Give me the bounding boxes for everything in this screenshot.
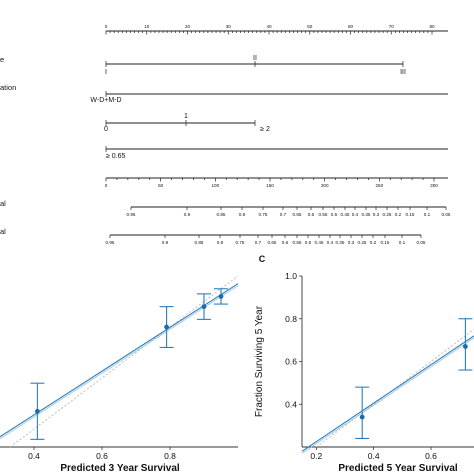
- x-tick-label: 0.4: [28, 451, 40, 461]
- survival-5-year-tick-label: 0.9: [162, 240, 169, 245]
- calibration-fit-line: [301, 335, 474, 452]
- y-tick-label: 0.8: [285, 314, 297, 324]
- survival-3-year-tick-label: 0.6: [308, 212, 315, 217]
- survival-5-year-tick-label: 0.1: [399, 240, 406, 245]
- survival-3-year-tick-label: 0.15: [406, 212, 415, 217]
- survival-3-year-tick-label: 0.65: [293, 212, 302, 217]
- survival-5-year-label: al: [0, 227, 6, 236]
- total-tick-label: 100: [211, 183, 219, 188]
- survival-5-year-tick-label: 0.55: [293, 240, 302, 245]
- calibration-plot-5-year: 0.4 0.6 0.8 1.0 Fraction Surviving 5 Year 0.2…: [254, 271, 474, 474]
- ratio-level-label: ≥ 0.65: [106, 153, 126, 160]
- ideal-reference-line: [316, 329, 474, 448]
- x-tick-label: 0.6: [425, 451, 437, 461]
- calibration-fit-line-secondary: [301, 337, 474, 454]
- x-tick-label: 0.8: [164, 451, 176, 461]
- survival-3-year-tick-label: 0.45: [341, 212, 350, 217]
- count-level-label: ≥ 2: [260, 126, 270, 133]
- panel-letter-c: C: [259, 254, 266, 264]
- nomogram-panel: 0 10 20 30 40 50 60 70 80eIIIIIIationW-D+M-D01≥ …: [0, 24, 451, 245]
- points-tick-label: 40: [266, 24, 272, 29]
- survival-3-year-tick-label: 0.3: [373, 212, 380, 217]
- survival-5-year-tick-label: 0.8: [217, 240, 224, 245]
- points-tick-label: 10: [144, 24, 150, 29]
- survival-3-year-label: al: [0, 199, 6, 208]
- points-tick-label: 60: [348, 24, 354, 29]
- survival-3-year-tick-label: 0.25: [383, 212, 392, 217]
- count-level-label: 0: [104, 126, 108, 133]
- calibration-point: [218, 294, 224, 299]
- survival-3-year-tick-label: 0.75: [259, 212, 268, 217]
- survival-5-year-tick-label: 0.2: [370, 240, 377, 245]
- total-tick-label: 300: [430, 183, 438, 188]
- points-tick-label: 30: [226, 24, 232, 29]
- survival-5-year-tick-label: 0.05: [417, 240, 426, 245]
- survival-3-year-tick-label: 0.35: [362, 212, 371, 217]
- survival-5-year-tick-label: 0.75: [236, 240, 245, 245]
- row-label-stage: e: [0, 55, 4, 64]
- x-tick-label: 0.6: [96, 451, 108, 461]
- points-tick-label: 50: [307, 24, 313, 29]
- survival-5-year-tick-label: 0.6: [282, 240, 289, 245]
- survival-5-year-tick-label: 0.65: [268, 240, 277, 245]
- count-level-label: 1: [184, 113, 188, 120]
- survival-3-year-tick-label: 0.1: [424, 212, 431, 217]
- survival-5-year-tick-label: 0.3: [348, 240, 355, 245]
- survival-3-year-tick-label: 0.85: [217, 212, 226, 217]
- survival-3-year-tick-label: 0.55: [319, 212, 328, 217]
- calibration-point: [35, 408, 40, 414]
- x-tick-label: 0.4: [368, 451, 380, 461]
- stage-level-label: I: [105, 69, 107, 76]
- x-axis-title: Predicted 3 Year Survival: [60, 463, 180, 474]
- calibration-fit-line-secondary: [0, 285, 239, 440]
- survival-3-year-tick-label: 0.8: [239, 212, 246, 217]
- survival-5-year-tick-label: 0.4: [327, 240, 334, 245]
- calibration-plot-3-year: 0.4 0.6 0.8 Predicted 3 Year Survival: [0, 275, 239, 474]
- survival-5-year-tick-label: 0.25: [358, 240, 367, 245]
- survival-3-year-tick-label: 0.9: [184, 212, 191, 217]
- calibration-point: [463, 344, 468, 349]
- total-tick-label: 0: [105, 183, 108, 188]
- survival-5-year-tick-label: 0.5: [305, 240, 312, 245]
- calibration-point: [201, 304, 207, 310]
- survival-5-year-tick-label: 0.7: [255, 240, 262, 245]
- total-tick-label: 250: [375, 183, 383, 188]
- stage-level-label: III: [400, 69, 406, 76]
- ideal-reference-line: [9, 275, 239, 448]
- differentiation-level-label: W-D+M-D: [90, 97, 121, 104]
- row-label-differentiation: ation: [0, 83, 16, 92]
- x-axis-title: Predicted 5 Year Survival: [338, 463, 458, 474]
- y-axis-title: Fraction Surviving 5 Year: [254, 305, 265, 417]
- points-tick-label: 0: [105, 24, 108, 29]
- total-tick-label: 200: [321, 183, 329, 188]
- survival-3-year-tick-label: 0.5: [331, 212, 338, 217]
- points-tick-label: 20: [185, 24, 191, 29]
- survival-5-year-tick-label: 0.85: [195, 240, 204, 245]
- survival-5-year-tick-label: 0.45: [315, 240, 324, 245]
- survival-3-year-tick-label: 0.95: [127, 212, 136, 217]
- points-tick-label: 70: [389, 24, 395, 29]
- y-tick-label: 1.0: [285, 271, 297, 281]
- survival-5-year-tick-label: 0.35: [336, 240, 345, 245]
- y-tick-label: 0.6: [285, 357, 297, 367]
- stage-level-label: II: [253, 55, 257, 62]
- calibration-point: [359, 414, 365, 420]
- x-tick-label: 0.2: [310, 451, 322, 461]
- y-tick-label: 0.4: [285, 399, 297, 409]
- survival-3-year-tick-label: 0.05: [442, 212, 451, 217]
- calibration-point: [164, 324, 170, 330]
- survival-3-year-tick-label: 0.2: [395, 212, 402, 217]
- survival-5-year-tick-label: 0.95: [106, 240, 115, 245]
- survival-3-year-tick-label: 0.4: [352, 212, 359, 217]
- survival-3-year-tick-label: 0.7: [280, 212, 287, 217]
- survival-5-year-tick-label: 0.15: [381, 240, 390, 245]
- total-tick-label: 50: [158, 183, 164, 188]
- points-tick-label: 80: [429, 24, 435, 29]
- total-tick-label: 150: [266, 183, 274, 188]
